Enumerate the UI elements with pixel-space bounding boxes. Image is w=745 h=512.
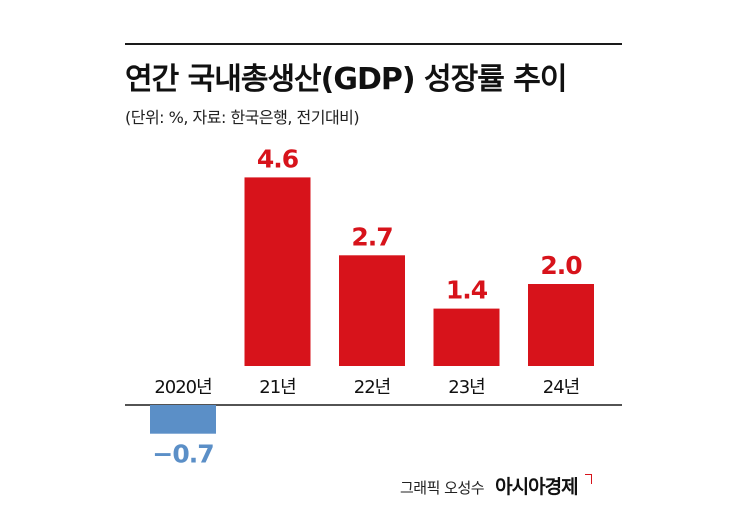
value-label-1: 4.6	[257, 144, 299, 173]
chart-title: 연간 국내총생산(GDP) 성장률 추이	[125, 62, 567, 97]
bar-1	[244, 177, 311, 366]
bar-3	[433, 308, 500, 366]
bar-4	[528, 284, 594, 366]
category-label-4: 24년	[543, 377, 579, 398]
category-label-2: 22년	[354, 377, 390, 398]
bar-2	[339, 255, 405, 366]
chart-subtitle: (단위: %, 자료: 한국은행, 전기대비)	[125, 108, 360, 127]
category-label-1: 21년	[259, 377, 295, 398]
value-label-2: 2.7	[351, 222, 392, 251]
bar-0	[150, 405, 216, 434]
category-label-3: 23년	[448, 377, 484, 398]
credit: 그래픽 오성수 아시아경제	[400, 472, 592, 499]
value-label-4: 2.0	[540, 251, 582, 280]
graphic-credit: 그래픽 오성수	[400, 479, 485, 497]
value-label-0: −0.7	[152, 440, 213, 469]
logo-mark-icon	[584, 474, 592, 484]
category-label-0: 2020년	[154, 377, 211, 398]
publisher-logo: 아시아경제	[495, 476, 578, 498]
top-rule	[125, 43, 622, 45]
value-label-3: 1.4	[446, 276, 488, 305]
